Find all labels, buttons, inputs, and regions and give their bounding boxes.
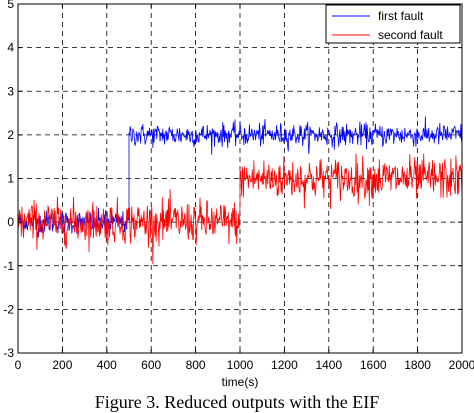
y-tick-label: 5 (7, 0, 14, 11)
series-line-2 (18, 153, 462, 265)
y-tick-label: -1 (3, 259, 14, 273)
legend-box (325, 4, 461, 44)
x-tick-label: 1800 (404, 358, 431, 372)
legend-label-2: second fault (378, 28, 443, 42)
x-tick-label: 0 (15, 358, 22, 372)
legend: first fault second fault (325, 4, 461, 44)
x-tick-label: 200 (52, 358, 72, 372)
x-tick-label: 600 (141, 358, 161, 372)
y-tick-label: 4 (7, 41, 14, 55)
figure-caption: Figure 3. Reduced outputs with the EIF (94, 392, 380, 412)
grid (18, 4, 462, 353)
y-tick-label: -3 (3, 346, 14, 360)
series-line-1 (18, 116, 462, 238)
y-tick-label: 3 (7, 84, 14, 98)
legend-label-1: first fault (378, 9, 424, 23)
x-tick-label: 400 (97, 358, 117, 372)
y-tick-label: 2 (7, 128, 14, 142)
line-chart: 0 200 400 600 800 1000 1200 1400 1600 1800 2000 -3 -… (3, 0, 474, 389)
y-tick-label: -2 (3, 302, 14, 316)
y-tick-label: 0 (7, 215, 14, 229)
x-axis-label: time(s) (222, 375, 259, 389)
x-tick-label: 1200 (271, 358, 298, 372)
x-tick-label: 1000 (227, 358, 254, 372)
x-tick-label: 1600 (360, 358, 387, 372)
x-tick-label: 2000 (449, 358, 474, 372)
x-tick-label: 1400 (315, 358, 342, 372)
y-tick-label: 1 (7, 172, 14, 186)
x-tick-label: 800 (186, 358, 206, 372)
